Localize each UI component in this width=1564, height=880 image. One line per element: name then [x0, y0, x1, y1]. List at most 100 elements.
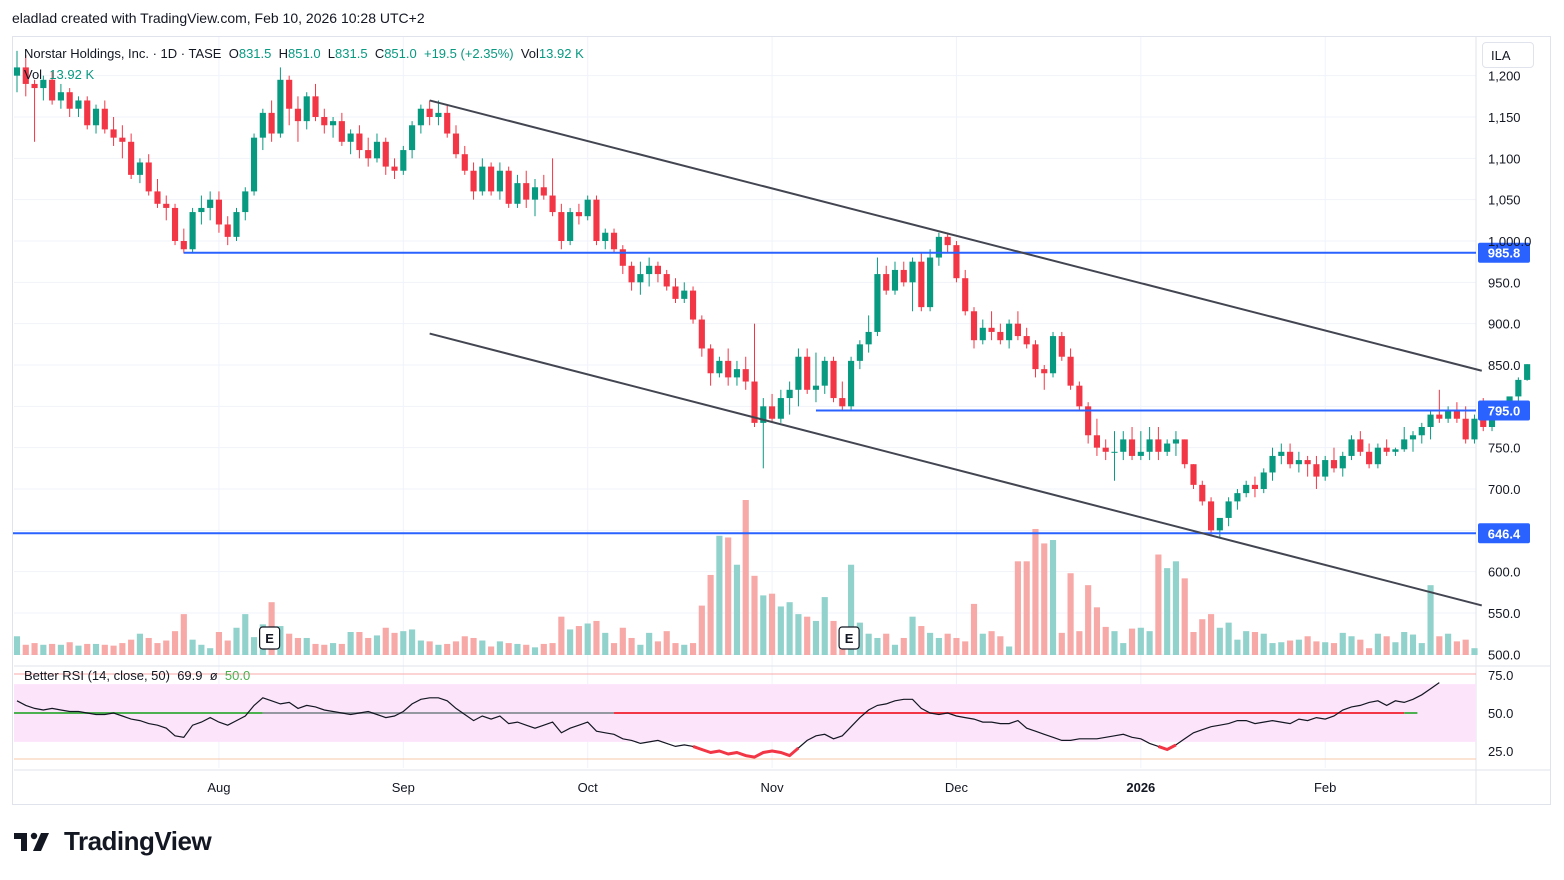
candle-body[interactable]: [1146, 439, 1153, 452]
candle-body[interactable]: [119, 137, 126, 142]
candle-body[interactable]: [1366, 451, 1373, 465]
candle-body[interactable]: [760, 406, 767, 423]
candle-body[interactable]: [1216, 517, 1223, 531]
candle-body[interactable]: [558, 212, 565, 241]
candle-body[interactable]: [593, 199, 600, 241]
candle-body[interactable]: [742, 369, 749, 382]
candle-body[interactable]: [707, 348, 714, 374]
candle-body[interactable]: [1181, 439, 1188, 465]
candle-body[interactable]: [1093, 435, 1100, 448]
candle-body[interactable]: [1076, 385, 1083, 407]
candle-body[interactable]: [1111, 451, 1118, 453]
candle-body[interactable]: [31, 83, 38, 89]
candle-body[interactable]: [944, 236, 951, 246]
candle-body[interactable]: [891, 269, 899, 291]
rsi-name[interactable]: Better RSI (14, close, 50): [24, 668, 170, 683]
candle-body[interactable]: [259, 112, 266, 138]
candle-body[interactable]: [1155, 439, 1162, 452]
candle-body[interactable]: [347, 133, 354, 142]
candle-body[interactable]: [496, 170, 503, 192]
candle-body[interactable]: [101, 108, 108, 130]
candle-body[interactable]: [997, 331, 1004, 341]
candle-body[interactable]: [698, 319, 705, 349]
channel-upper-line[interactable]: [429, 99, 1483, 372]
candle-body[interactable]: [338, 121, 345, 142]
candle-body[interactable]: [1392, 449, 1399, 452]
candle-body[interactable]: [312, 96, 319, 117]
candle-body[interactable]: [1120, 439, 1127, 452]
candle-body[interactable]: [628, 265, 635, 283]
candle-body[interactable]: [979, 327, 986, 341]
candle-body[interactable]: [953, 245, 960, 279]
candle-body[interactable]: [330, 121, 337, 126]
candle-body[interactable]: [145, 162, 152, 192]
candle-body[interactable]: [40, 79, 47, 89]
chart-frame[interactable]: [12, 36, 1551, 805]
candle-body[interactable]: [128, 141, 135, 175]
candle-body[interactable]: [874, 274, 881, 332]
candle-body[interactable]: [812, 385, 820, 390]
candle-body[interactable]: [1524, 364, 1531, 380]
candle-body[interactable]: [962, 278, 969, 312]
candle-body[interactable]: [637, 274, 644, 283]
candle-body[interactable]: [110, 129, 117, 138]
candle-body[interactable]: [84, 100, 91, 126]
candle-body[interactable]: [909, 261, 916, 283]
candle-body[interactable]: [365, 150, 372, 159]
candle-body[interactable]: [92, 108, 100, 126]
candle-body[interactable]: [1304, 460, 1311, 465]
candle-body[interactable]: [1006, 323, 1013, 341]
candle-body[interactable]: [567, 212, 574, 241]
candle-body[interactable]: [1251, 484, 1259, 489]
candle-body[interactable]: [1014, 323, 1021, 337]
candle-body[interactable]: [435, 112, 442, 117]
candle-body[interactable]: [321, 117, 328, 126]
candle-body[interactable]: [672, 286, 679, 299]
candle-body[interactable]: [198, 207, 205, 213]
candle-body[interactable]: [1243, 484, 1250, 494]
candle-body[interactable]: [523, 183, 530, 200]
candle-body[interactable]: [400, 150, 407, 171]
candle-body[interactable]: [821, 360, 828, 386]
candle-body[interactable]: [1471, 418, 1478, 440]
candle-body[interactable]: [277, 79, 284, 134]
candle-body[interactable]: [1383, 447, 1390, 452]
candle-body[interactable]: [13, 67, 21, 76]
candle-body[interactable]: [154, 191, 161, 204]
candle-body[interactable]: [927, 257, 934, 308]
candle-body[interactable]: [1348, 439, 1355, 456]
candle-body[interactable]: [356, 133, 363, 151]
candle-body[interactable]: [1041, 369, 1048, 374]
candle-body[interactable]: [57, 92, 64, 101]
candle-body[interactable]: [970, 311, 978, 341]
candle-body[interactable]: [461, 154, 468, 171]
candle-body[interactable]: [1190, 464, 1197, 485]
candle-body[interactable]: [1401, 439, 1408, 450]
candle-body[interactable]: [75, 100, 82, 109]
candle-body[interactable]: [1172, 439, 1180, 444]
candle-body[interactable]: [900, 269, 907, 283]
candle-body[interactable]: [1032, 344, 1039, 370]
candle-body[interactable]: [935, 236, 942, 258]
candle-body[interactable]: [856, 344, 863, 361]
candle-body[interactable]: [171, 207, 179, 241]
candle-body[interactable]: [470, 170, 477, 192]
candle-body[interactable]: [733, 369, 741, 378]
candle-body[interactable]: [575, 212, 582, 217]
candle-body[interactable]: [488, 166, 495, 192]
channel-lower-line[interactable]: [429, 332, 1483, 607]
candle-body[interactable]: [294, 108, 302, 122]
candle-body[interactable]: [163, 203, 170, 208]
candle-body[interactable]: [839, 398, 846, 407]
candle-body[interactable]: [1058, 336, 1065, 357]
candle-body[interactable]: [215, 199, 223, 225]
candle-body[interactable]: [689, 290, 697, 320]
candle-body[interactable]: [303, 96, 310, 122]
candle-body[interactable]: [452, 133, 460, 155]
candle-body[interactable]: [531, 187, 539, 200]
earnings-marker[interactable]: [838, 626, 860, 650]
candle-body[interactable]: [1339, 455, 1346, 469]
candle-body[interactable]: [1085, 406, 1092, 436]
candle-body[interactable]: [1199, 484, 1206, 502]
vol-pane-label[interactable]: Vol: [24, 67, 43, 82]
